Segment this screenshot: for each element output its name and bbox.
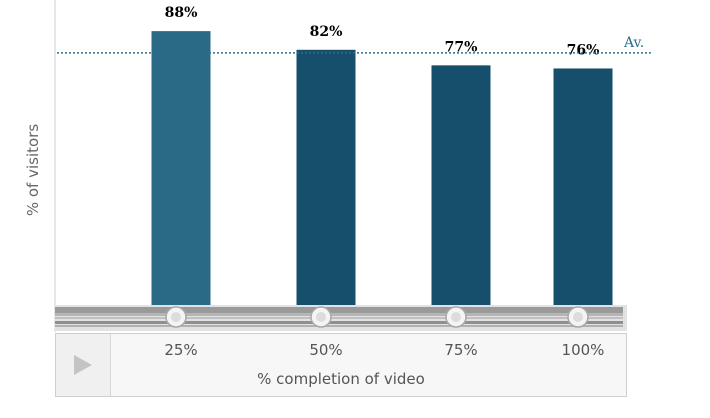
x-axis-label: % completion of video: [257, 370, 425, 388]
scrubber-handle-3[interactable]: [445, 306, 467, 328]
data-label-2: 82%: [310, 24, 343, 40]
play-button[interactable]: [56, 334, 111, 396]
bars-group: 88% 82% 77% 76%: [151, 5, 613, 306]
data-label-3: 77%: [445, 39, 478, 55]
bar-4: [553, 68, 613, 305]
y-axis-label: % of visitors: [24, 123, 42, 217]
x-tick-2: 50%: [309, 341, 343, 359]
scrubber-handles: [165, 306, 589, 328]
x-tick-3: 75%: [444, 341, 478, 359]
scrubber-track[interactable]: [55, 305, 627, 331]
data-label-1: 88%: [165, 5, 198, 21]
player-controls: [55, 333, 627, 397]
x-tick-4: 100%: [561, 341, 605, 359]
scrubber-handle-2[interactable]: [310, 306, 332, 328]
data-label-4: 76%: [567, 42, 600, 58]
bar-1: [151, 31, 211, 306]
x-tick-1: 25%: [164, 341, 198, 359]
bar-3: [431, 65, 491, 305]
scrubber-handle-1[interactable]: [165, 306, 187, 328]
play-icon: [74, 355, 92, 375]
average-line-label: Av.: [623, 35, 644, 51]
bar-2: [296, 49, 356, 306]
average-line-group: Av.: [57, 35, 652, 54]
scrubber-handle-4[interactable]: [567, 306, 589, 328]
